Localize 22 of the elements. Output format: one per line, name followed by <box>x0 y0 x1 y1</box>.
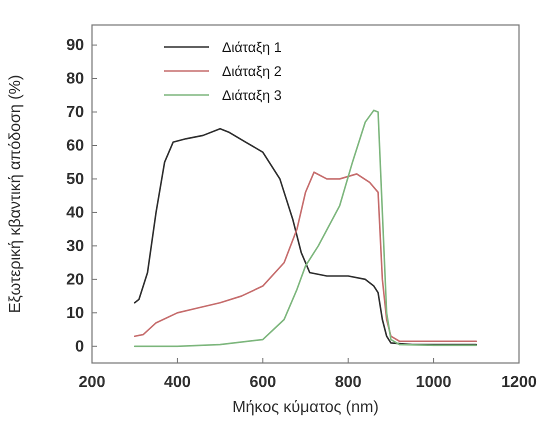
legend-label: Διάταξη 3 <box>222 87 282 103</box>
y-tick-label: 40 <box>66 204 84 222</box>
x-tick-label: 800 <box>334 374 362 391</box>
y-tick-label: 80 <box>66 70 84 88</box>
y-tick-label: 50 <box>66 170 84 188</box>
y-tick-label: 70 <box>66 104 84 122</box>
y-tick-label: 60 <box>66 137 84 154</box>
y-tick-label: 90 <box>66 37 84 54</box>
legend-label: Διάταξη 2 <box>222 63 282 79</box>
x-tick-label: 200 <box>78 374 106 391</box>
y-axis-title: Εξωτερική κβαντική απόδοση (%) <box>7 74 24 314</box>
x-tick-label: 400 <box>164 374 191 391</box>
x-tick-label: 600 <box>249 374 276 391</box>
legend-label: Διάταξη 1 <box>222 39 282 55</box>
y-tick-label: 0 <box>75 338 84 356</box>
y-tick-label: 30 <box>66 238 84 255</box>
x-tick-label: 1000 <box>416 374 452 391</box>
x-tick-label: 1200 <box>501 374 537 391</box>
y-tick-label: 20 <box>66 271 84 288</box>
y-tick-label: 10 <box>66 304 84 322</box>
line-series <box>134 171 478 342</box>
x-axis-title: Μήκος κύματος (nm) <box>232 399 379 416</box>
